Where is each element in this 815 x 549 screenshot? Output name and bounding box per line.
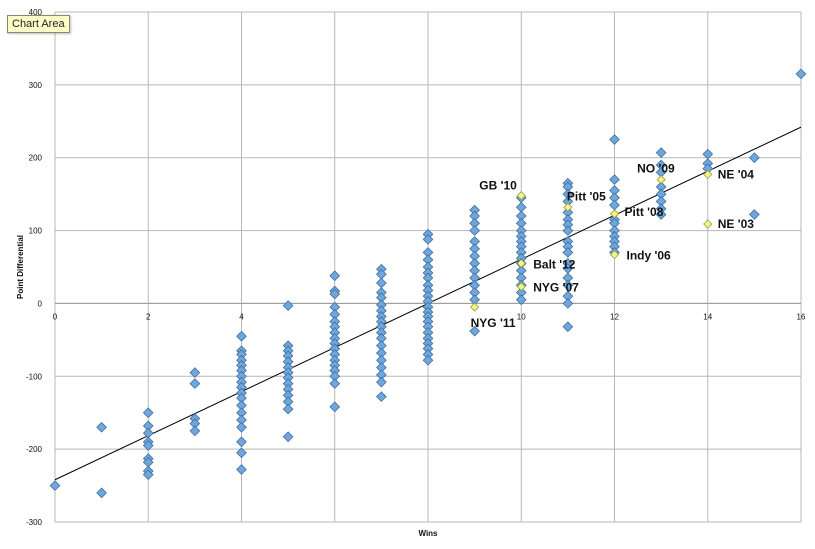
point-annotation: NE '04 <box>718 167 755 181</box>
data-point <box>329 288 341 300</box>
data-point <box>422 354 434 366</box>
x-tick-label: 0 <box>53 312 58 321</box>
data-point <box>562 321 574 333</box>
data-point <box>609 174 620 185</box>
data-point <box>562 279 574 291</box>
data-point <box>329 270 341 282</box>
y-tick-label: -300 <box>26 518 43 527</box>
y-tick-label: -200 <box>26 445 43 454</box>
data-point <box>422 233 434 245</box>
point-annotation: NE '03 <box>718 217 755 231</box>
point-annotation: NYG '11 <box>471 316 516 330</box>
y-tick-label: 300 <box>29 81 43 90</box>
data-point <box>96 421 107 433</box>
highlighted-point <box>516 282 526 292</box>
data-point <box>282 300 294 311</box>
data-point <box>469 225 480 236</box>
data-point <box>189 367 201 379</box>
data-point <box>282 403 294 415</box>
data-point <box>329 378 341 389</box>
data-point <box>142 440 154 451</box>
data-point <box>189 378 201 389</box>
data-point <box>562 298 574 309</box>
data-point <box>376 391 387 403</box>
chart-area-tooltip: Chart Area <box>7 15 70 33</box>
highlighted-point <box>470 302 480 312</box>
highlighted-point <box>516 191 526 201</box>
data-point <box>282 431 294 443</box>
data-point <box>376 376 387 388</box>
data-point <box>49 480 61 491</box>
y-tick-label: -100 <box>26 372 43 381</box>
data-point <box>142 427 154 439</box>
x-tick-label: 12 <box>610 312 619 321</box>
data-point <box>469 325 480 337</box>
x-tick-label: 4 <box>239 312 244 321</box>
y-axis-title: Point Differential <box>16 235 25 299</box>
point-annotation: Pitt '05 <box>567 189 606 203</box>
point-annotation: NYG '07 <box>533 281 579 295</box>
highlighted-point <box>609 250 620 260</box>
data-point <box>236 421 247 433</box>
data-point <box>749 152 760 164</box>
data-point <box>236 447 247 459</box>
highlighted-point <box>516 258 526 268</box>
x-tick-label: 10 <box>517 312 526 321</box>
data-point <box>236 464 247 475</box>
data-point <box>749 209 760 220</box>
highlighted-point <box>703 219 713 229</box>
data-point <box>515 294 527 306</box>
y-tick-label: 200 <box>29 154 43 163</box>
data-point <box>795 68 807 80</box>
data-point <box>329 401 341 413</box>
data-point <box>562 247 574 258</box>
point-annotation: Indy '06 <box>627 249 672 263</box>
y-tick-label: 400 <box>29 8 43 17</box>
data-point <box>96 487 107 499</box>
data-point <box>609 134 620 145</box>
x-tick-label: 16 <box>797 312 806 321</box>
point-annotations: GB '10 Pitt '05 NO '09 NE '04 Pitt '08 NE '03… <box>471 162 755 331</box>
point-annotation: Pitt '08 <box>625 205 664 219</box>
highlighted-point <box>563 202 573 212</box>
point-annotation: NO '09 <box>637 162 675 176</box>
data-point <box>609 199 620 211</box>
highlighted-point <box>656 175 666 185</box>
data-point <box>376 277 387 289</box>
data-point <box>655 209 667 220</box>
data-point <box>236 436 247 448</box>
highlighted-point <box>703 169 713 180</box>
data-point <box>562 225 574 236</box>
x-tick-label: 14 <box>703 312 712 321</box>
point-annotation: Balt '12 <box>533 257 576 271</box>
point-annotation: GB '10 <box>479 179 517 193</box>
y-tick-label: 100 <box>29 227 43 236</box>
x-axis-title: Wins <box>418 529 438 538</box>
data-point <box>142 469 154 481</box>
highlighted-point <box>609 209 620 219</box>
data-points <box>49 68 807 499</box>
data-point <box>515 201 527 213</box>
data-point <box>655 147 667 158</box>
x-tick-label: 2 <box>146 312 151 321</box>
y-tick-label: 0 <box>38 299 43 308</box>
data-point <box>236 330 247 342</box>
data-point <box>189 425 201 437</box>
data-point <box>142 407 154 419</box>
